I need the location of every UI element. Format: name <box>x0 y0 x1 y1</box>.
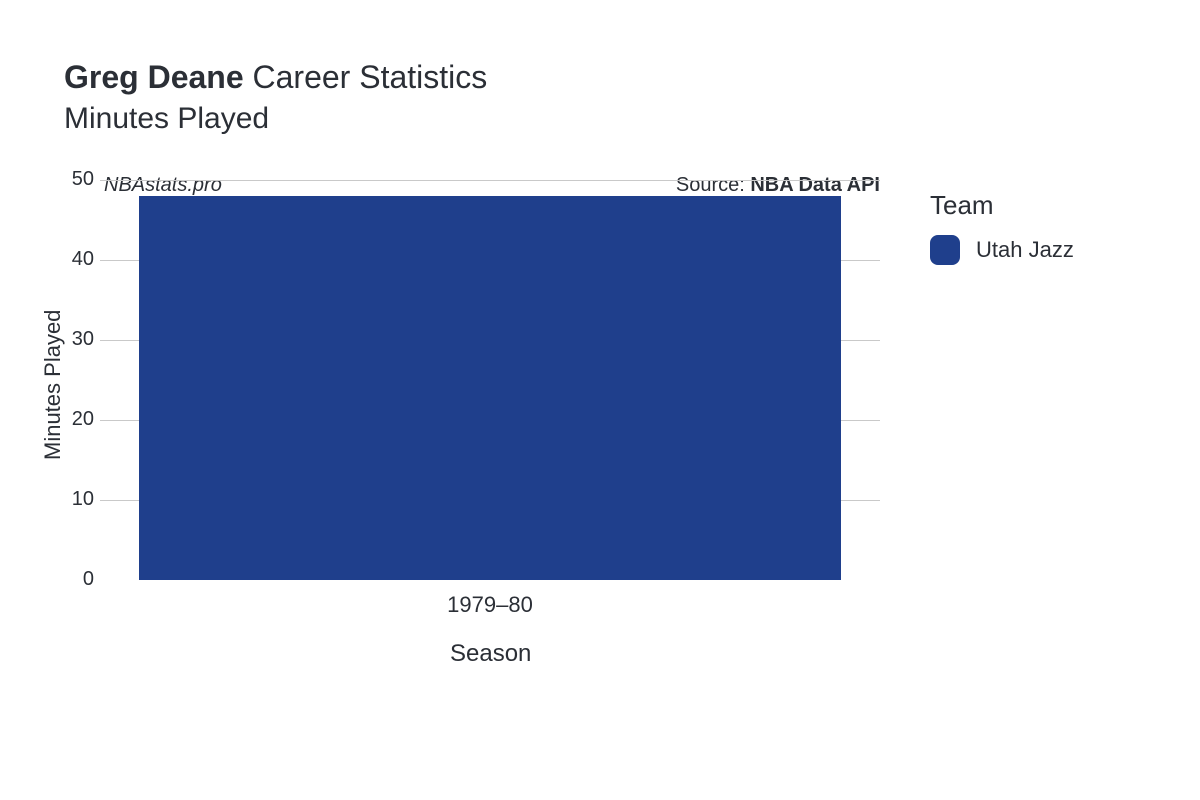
x-tick-label: 1979–80 <box>100 592 880 618</box>
legend-swatch <box>930 235 960 265</box>
legend-item-label: Utah Jazz <box>976 237 1074 263</box>
y-tick-label: 40 <box>58 248 94 271</box>
legend-items: Utah Jazz <box>930 235 1074 265</box>
chart-title: Greg Deane Career Statistics <box>64 58 487 96</box>
chart-title-block: Greg Deane Career Statistics Minutes Pla… <box>64 58 487 138</box>
legend-item: Utah Jazz <box>930 235 1074 265</box>
chart-title-rest: Career Statistics <box>244 59 488 95</box>
y-tick-label: 10 <box>58 488 94 511</box>
chart-title-bold: Greg Deane <box>64 59 244 95</box>
bar <box>139 196 841 580</box>
y-tick-label: 20 <box>58 408 94 431</box>
plot-area <box>100 180 880 580</box>
y-tick-label: 50 <box>58 168 94 191</box>
legend-title: Team <box>930 190 1074 221</box>
y-tick-label: 30 <box>58 328 94 351</box>
chart-container: { "chart": { "type": "bar", "title_bold"… <box>0 0 1200 800</box>
chart-subtitle: Minutes Played <box>64 100 487 138</box>
x-axis-title: Season <box>450 640 531 668</box>
legend: Team Utah Jazz <box>930 190 1074 265</box>
gridline <box>100 180 880 181</box>
y-tick-label: 0 <box>58 568 94 591</box>
